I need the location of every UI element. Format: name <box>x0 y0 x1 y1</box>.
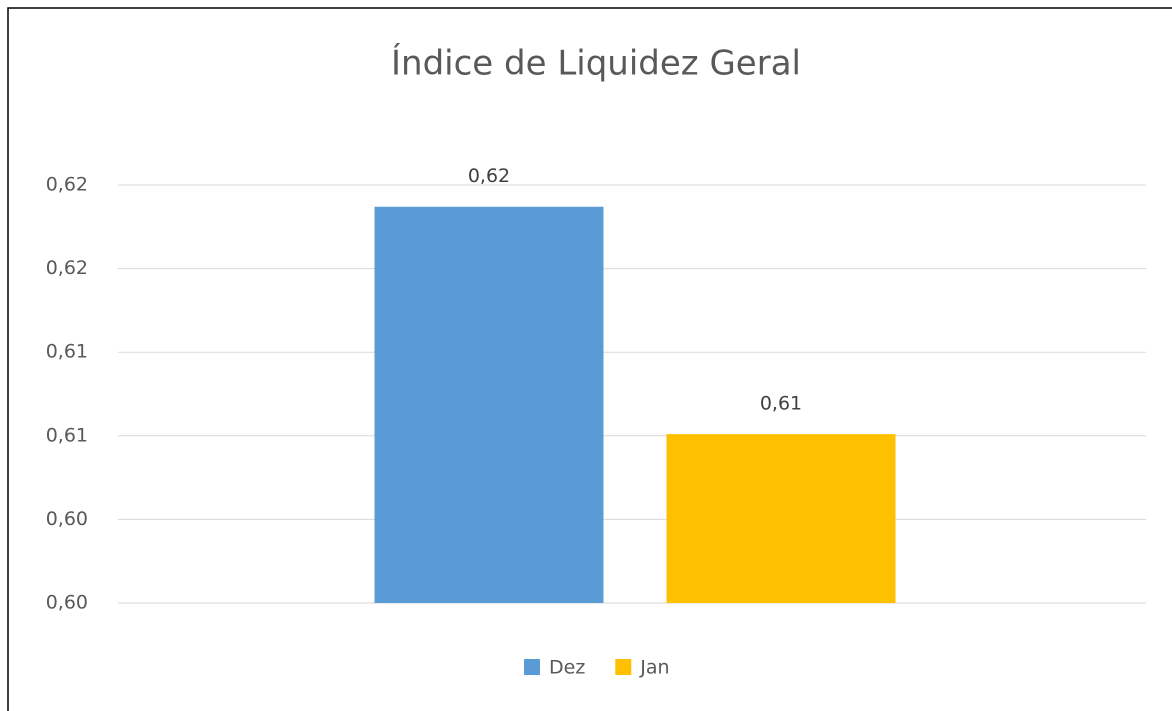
data-label: 0,62 <box>468 165 510 187</box>
legend-swatch <box>524 659 540 675</box>
legend-label: Jan <box>639 657 669 679</box>
y-tick-label: 0,61 <box>46 341 88 363</box>
chart-title: Índice de Liquidez Geral <box>391 43 801 84</box>
y-tick-label: 0,62 <box>46 257 88 279</box>
legend-label: Dez <box>549 657 585 679</box>
data-label: 0,61 <box>760 393 802 415</box>
legend-swatch <box>615 659 632 675</box>
y-tick-label: 0,60 <box>46 592 88 614</box>
y-tick-label: 0,61 <box>46 424 88 446</box>
y-tick-label: 0,60 <box>46 508 88 530</box>
bar <box>666 434 896 603</box>
y-tick-label: 0,62 <box>46 174 88 196</box>
bar <box>374 206 604 603</box>
